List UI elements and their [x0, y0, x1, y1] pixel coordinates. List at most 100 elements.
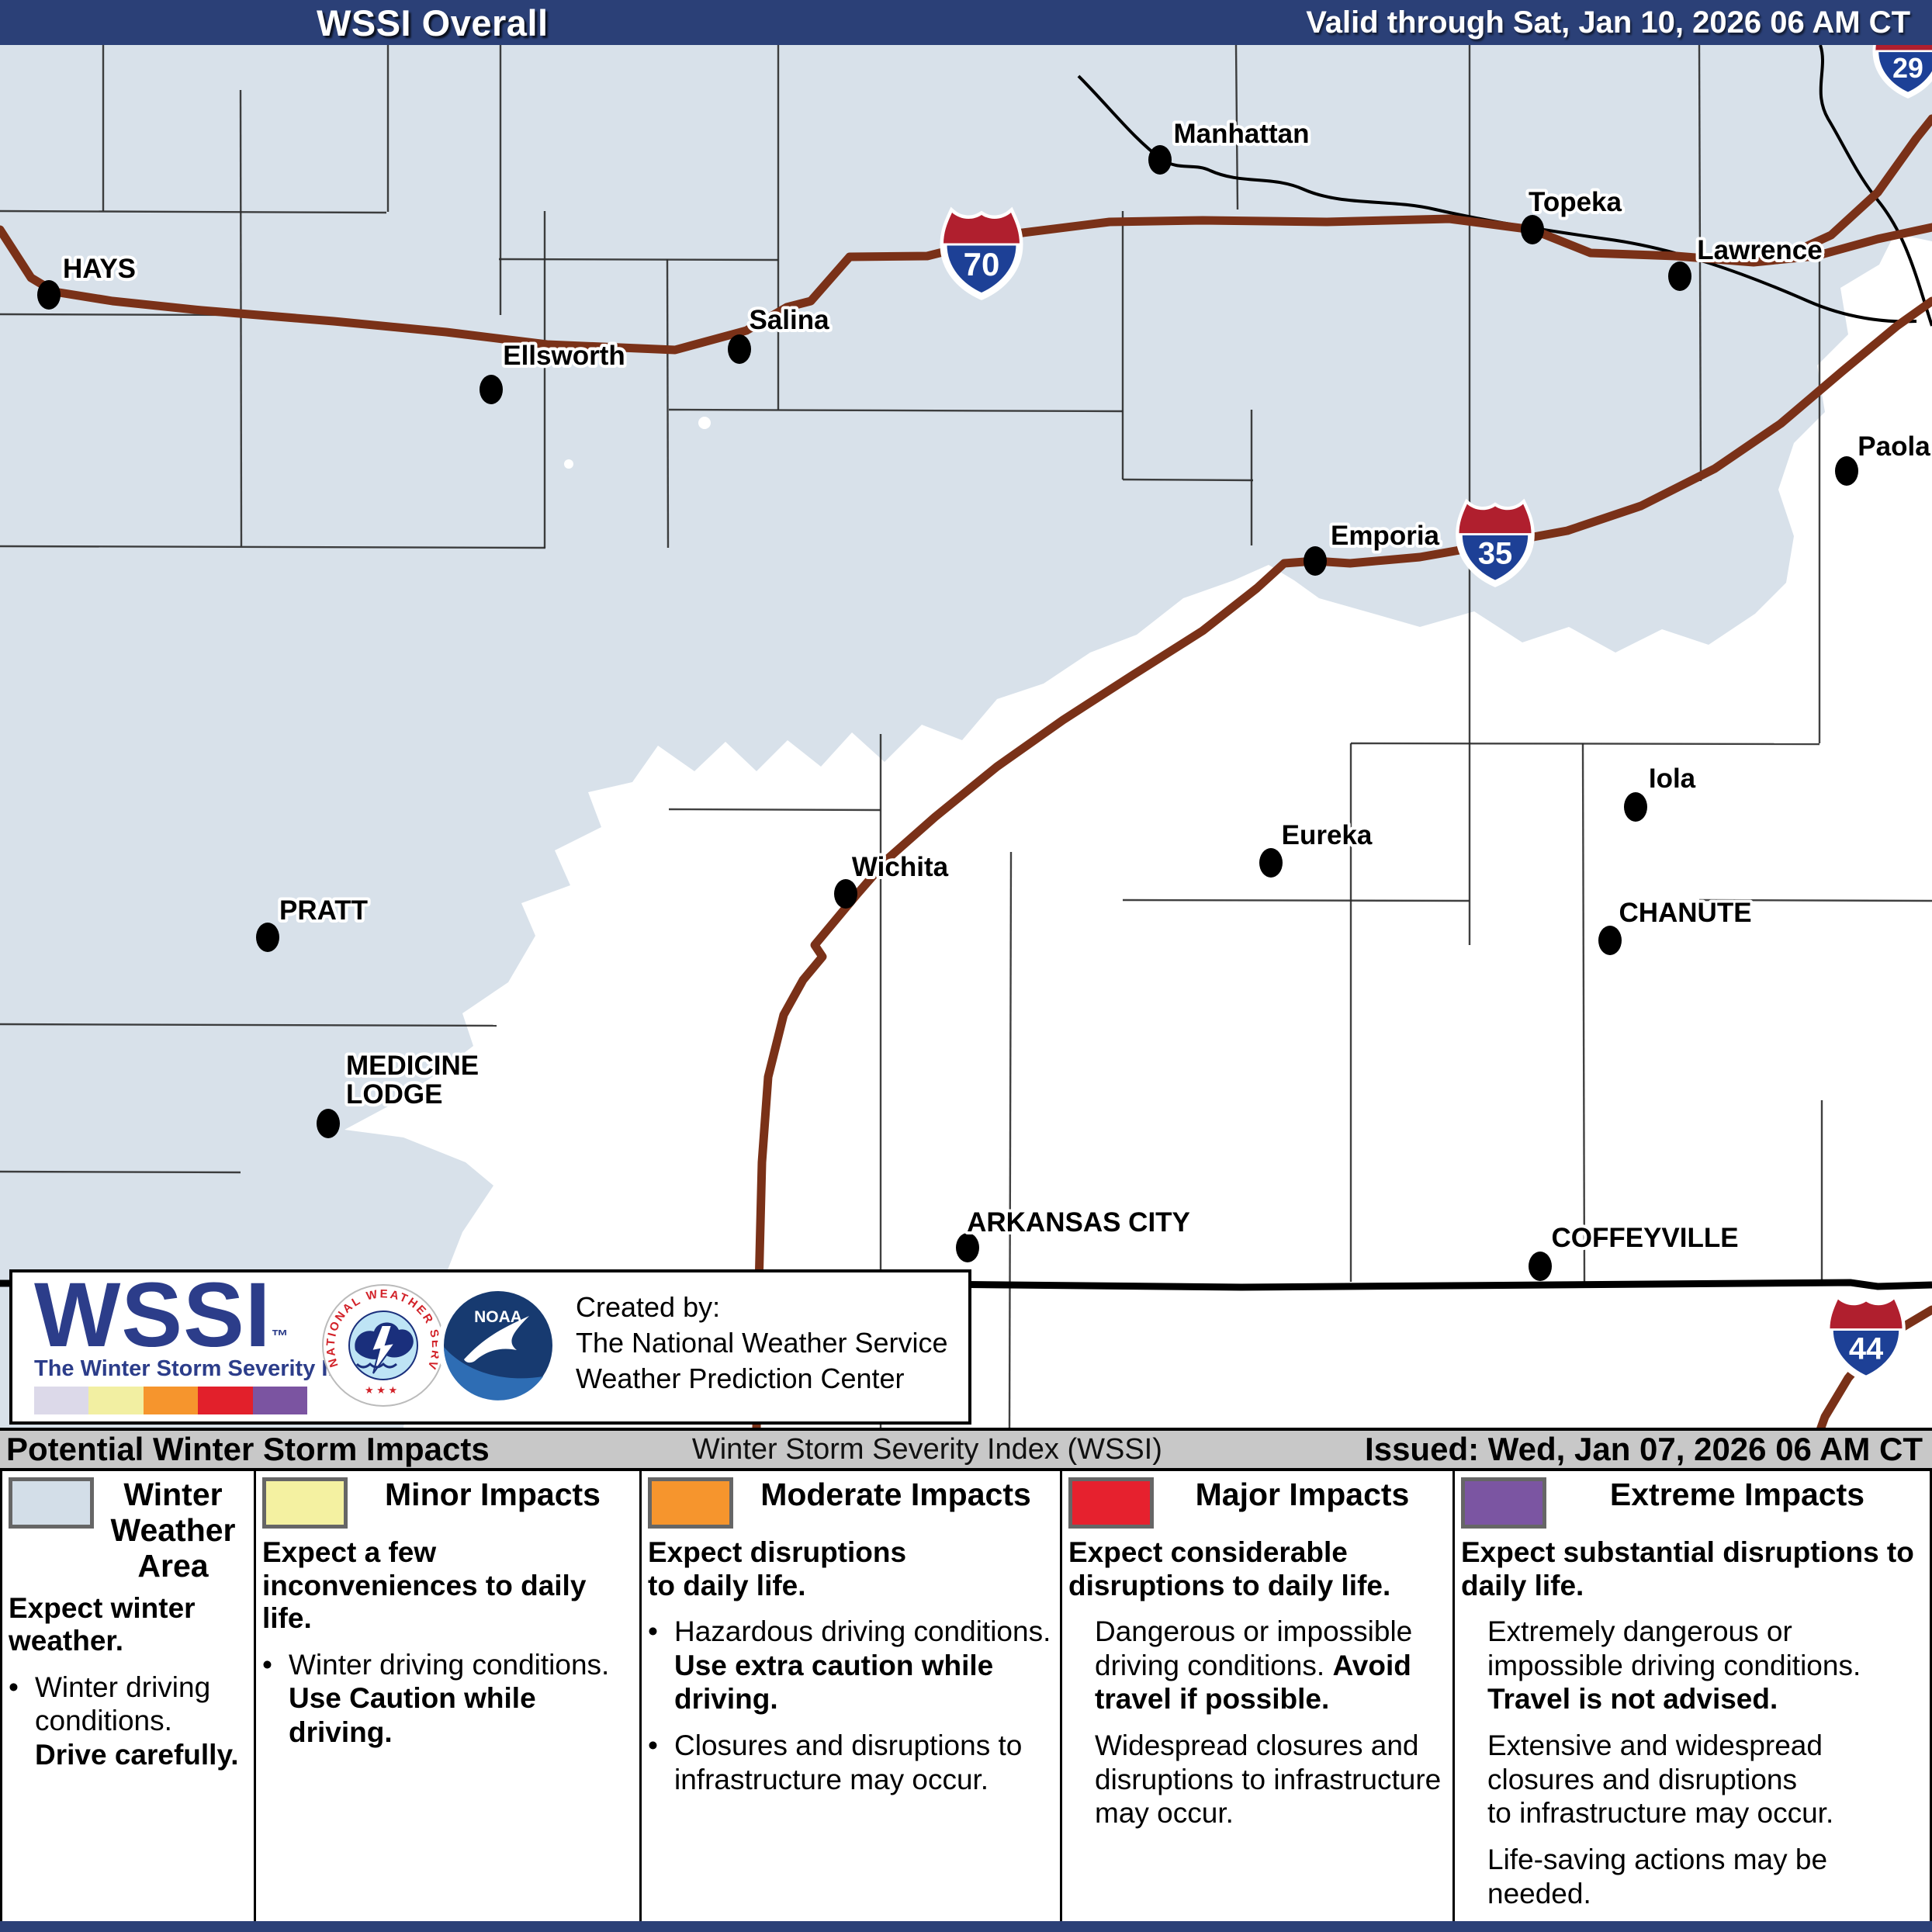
indent-spacer	[1461, 1729, 1487, 1830]
interstate-road	[0, 214, 1932, 355]
city-label: Salina	[749, 305, 829, 335]
interstate-road	[1772, 114, 1932, 265]
winter-weather-area-lead: Expect winter weather.	[9, 1591, 203, 1657]
nws-logo: NATIONAL WEATHER SERVICE ★ ★ ★	[322, 1284, 445, 1407]
severity-color-swatch	[34, 1387, 89, 1414]
legend-col-extreme-impacts: Extreme Impacts Expect substantial disrup…	[1455, 1471, 1930, 1921]
city-label: ARKANSAS CITY	[967, 1207, 1190, 1238]
lake	[564, 459, 573, 469]
major-impacts-title: Major Impacts	[1195, 1477, 1410, 1512]
noaa-logo-text: NOAA	[474, 1308, 522, 1326]
major-impacts-swatch	[1068, 1477, 1154, 1529]
city-hays: HAYS	[37, 251, 139, 310]
noaa-logo: NOAA	[438, 1285, 559, 1406]
indent-spacer	[1068, 1729, 1095, 1830]
legend-col-minor-impacts: Minor Impacts Expect a few inconveniences…	[256, 1471, 642, 1921]
created-by-text: Created by: The National Weather Service…	[576, 1290, 948, 1397]
city-dot	[834, 879, 857, 909]
county-line	[1122, 898, 1470, 902]
page-title: WSSI Overall	[317, 2, 549, 43]
wssi-severity-colorbar	[34, 1387, 308, 1414]
county-line	[666, 258, 670, 549]
city-label: Topeka	[1529, 187, 1622, 217]
city-dot	[1304, 546, 1327, 576]
city-dot	[1668, 261, 1691, 291]
county-line	[1008, 851, 1013, 1428]
issued-text: Issued: Wed, Jan 07, 2026 06 AM CT	[1365, 1431, 1923, 1467]
legend-column-header: Minor Impacts	[262, 1477, 632, 1529]
city-dot	[1624, 792, 1647, 822]
legend-column-header: Moderate Impacts	[648, 1477, 1052, 1529]
legend-item-text: Dangerous or impossible driving conditio…	[1095, 1615, 1421, 1716]
city-label: Manhattan	[1174, 119, 1310, 149]
indent-spacer	[1068, 1615, 1095, 1716]
city-paola: Paola	[1835, 428, 1932, 486]
extreme-impacts-swatch	[1461, 1477, 1546, 1529]
city-salina: Salina	[728, 302, 833, 364]
city-dot	[1521, 215, 1544, 244]
major-impacts-item: Widespread closures and disruptions to i…	[1068, 1729, 1445, 1830]
wssi-logo-text: WSSI	[34, 1264, 272, 1366]
city-label: MEDICINE	[346, 1051, 479, 1081]
major-impacts-lead: Expect considerable disruptions to daily…	[1068, 1536, 1391, 1601]
city-dot	[480, 375, 503, 404]
moderate-impacts-swatch	[648, 1477, 733, 1529]
map-canvas: 70 35 44 29 HAYS Ellsworth Salina Manhattan Tope…	[0, 45, 1932, 1428]
city-dot	[1259, 848, 1283, 878]
moderate-impacts-lead: Expect disruptions to daily life.	[648, 1536, 907, 1601]
extreme-impacts-item: Extremely dangerous or impossible drivin…	[1461, 1615, 1922, 1716]
lake	[698, 417, 711, 429]
severity-color-swatch	[88, 1387, 144, 1414]
city-emporia: Emporia	[1304, 518, 1443, 576]
legend-item-text: Winter driving conditions. Drive careful…	[35, 1671, 239, 1771]
severity-color-swatch	[198, 1387, 253, 1414]
logo-box: WSSI™ The Winter Storm Severity Index NA…	[9, 1269, 971, 1425]
city-dot	[1148, 145, 1172, 175]
moderate-impacts-item: • Closures and disruptions to infrastruct…	[648, 1729, 1052, 1796]
footer-strip	[0, 1921, 1932, 1932]
interstate-shield-29: 29	[1872, 45, 1932, 99]
city-lawrence: Lawrence	[1668, 232, 1826, 291]
moderate-impacts-title: Moderate Impacts	[760, 1477, 1031, 1512]
city-dot	[1598, 926, 1622, 955]
bullet-marker: •	[648, 1729, 658, 1762]
winter-weather-area-swatch	[9, 1477, 94, 1529]
header-bar: WSSI Overall Valid through Sat, Jan 10, …	[0, 0, 1932, 45]
city-topeka: Topeka	[1521, 184, 1626, 244]
bullet-marker: •	[262, 1648, 272, 1681]
county-line	[1581, 743, 1586, 1283]
interstate-number-70: 70	[964, 246, 1000, 282]
extreme-impacts-item: Extensive and widespread closures and di…	[1461, 1729, 1922, 1830]
city-label: Paola	[1858, 431, 1930, 462]
minor-impacts-item: • Winter driving conditions. Use Caution …	[262, 1648, 632, 1750]
legend-column-header: Extreme Impacts	[1461, 1477, 1922, 1529]
legend-item-text: Extensive and widespread closures and di…	[1487, 1729, 1834, 1830]
city-label: Lawrence	[1697, 235, 1822, 265]
major-impacts-item: Dangerous or impossible driving conditio…	[1068, 1615, 1445, 1716]
bullet-marker: •	[9, 1671, 19, 1703]
legend-col-major-impacts: Major Impacts Expect considerable disrupt…	[1062, 1471, 1455, 1921]
river-line	[1077, 74, 1917, 324]
county-line	[0, 1023, 497, 1027]
city-iola: Iola	[1624, 760, 1699, 822]
legend-item-text: Winter driving conditions. Use Caution w…	[289, 1648, 618, 1748]
severity-color-swatch	[252, 1387, 308, 1414]
extreme-impacts-title: Extreme Impacts	[1609, 1477, 1865, 1512]
interstate-shield-44: 44	[1826, 1293, 1906, 1383]
indent-spacer	[1461, 1615, 1487, 1716]
winter-weather-area-title: Winter Weather Area	[110, 1477, 236, 1584]
county-line	[0, 209, 387, 214]
minor-impacts-swatch	[262, 1477, 348, 1529]
legend-column-header: Major Impacts	[1068, 1477, 1445, 1529]
city-ellsworth: Ellsworth	[480, 338, 628, 404]
impacts-bar-subtitle: Winter Storm Severity Index (WSSI)	[691, 1432, 1162, 1466]
legend-col-winter-weather-area: Winter Weather Area Expect winter weather. •…	[2, 1471, 256, 1921]
impacts-title-bar: Potential Winter Storm Impacts Winter St…	[0, 1428, 1932, 1471]
city-label: Eureka	[1282, 820, 1373, 850]
legend-item-text: Extremely dangerous or impossible drivin…	[1487, 1615, 1861, 1716]
minor-impacts-lead: Expect a few inconveniences to daily lif…	[262, 1536, 594, 1635]
created-by-line: The National Weather Service	[576, 1327, 948, 1359]
city-dot	[956, 1233, 979, 1262]
interstate-shield-70: 70	[940, 206, 1023, 300]
